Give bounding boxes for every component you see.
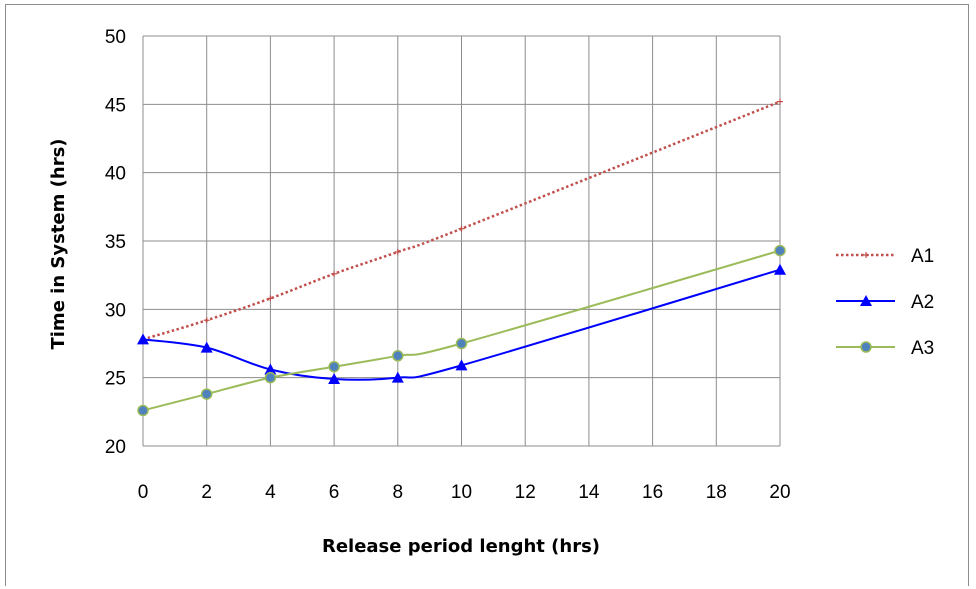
data-point-a2	[328, 373, 341, 385]
legend-marker-a1	[863, 252, 869, 258]
grid-lines	[142, 35, 781, 447]
data-point-a2	[391, 371, 404, 383]
y-tick-label: 25	[105, 369, 126, 390]
legend-label-a1: A1	[911, 246, 934, 267]
chart-frame	[5, 4, 969, 586]
data-point-a3	[264, 371, 277, 384]
legend: A1 A2 A3	[836, 246, 934, 359]
data-point-a2	[774, 263, 786, 275]
x-tick-label: 2	[201, 482, 212, 503]
legend-marker-a3	[860, 341, 872, 353]
series-line-a2	[142, 268, 781, 381]
x-tick-label: 18	[706, 482, 727, 503]
x-tick-label: 10	[451, 482, 472, 503]
data-point-a3	[392, 350, 404, 362]
data-point-a2	[455, 359, 468, 371]
x-axis-title: Release period lenght (hrs)	[322, 536, 600, 557]
x-tick-labels: 0 2 4 6 8 10 12 14 16 18 20	[138, 482, 791, 503]
y-tick-label: 40	[105, 164, 126, 185]
data-point-a3	[774, 244, 786, 257]
y-tick-label: 20	[105, 437, 126, 458]
data-point-a2	[137, 333, 149, 345]
data-point-a1	[777, 98, 783, 105]
y-tick-labels: 20 25 30 35 40 45 50	[105, 27, 126, 458]
x-tick-label: 8	[393, 482, 404, 503]
legend-marker-a2	[860, 295, 872, 306]
x-tick-label: 14	[578, 482, 600, 503]
data-point-a3	[455, 337, 468, 350]
series-lines	[137, 98, 786, 417]
x-tick-label: 4	[265, 482, 276, 503]
data-point-a1	[331, 270, 338, 277]
series-line-a3	[142, 249, 781, 412]
data-point-a1	[203, 317, 210, 324]
y-tick-label: 35	[105, 232, 126, 253]
y-tick-label: 30	[105, 300, 126, 321]
data-point-a1	[458, 225, 465, 232]
x-tick-label: 16	[642, 482, 663, 503]
y-tick-label: 50	[105, 27, 126, 48]
data-point-a2	[264, 363, 277, 375]
x-tick-label: 20	[769, 482, 790, 503]
x-tick-label: 6	[329, 482, 340, 503]
data-point-a1	[267, 295, 274, 302]
data-point-a1	[394, 248, 401, 255]
data-point-a3	[328, 360, 340, 373]
legend-label-a2: A2	[911, 292, 934, 313]
x-tick-label: 12	[515, 482, 536, 503]
y-tick-label: 45	[105, 95, 126, 116]
data-point-a2	[200, 341, 213, 353]
data-point-a3	[137, 404, 149, 417]
data-point-a3	[200, 388, 213, 400]
legend-label-a3: A3	[911, 338, 934, 359]
y-axis-title: Time in System (hrs)	[48, 138, 69, 349]
x-tick-label: 0	[138, 482, 149, 503]
